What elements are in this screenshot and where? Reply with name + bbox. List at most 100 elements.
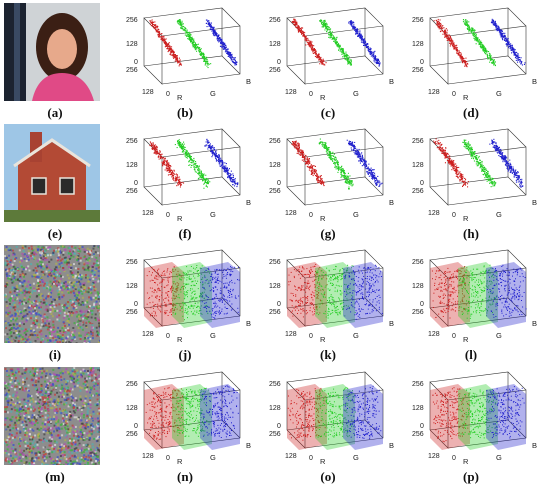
tick-128: 128 (269, 41, 281, 48)
axis-label-r: R (463, 214, 469, 223)
scatter-panel-1-1: 256 128 0 256 128 0 R G B (g) (265, 121, 403, 243)
green-channel-points (319, 19, 352, 66)
panel-label: (f) (178, 226, 192, 241)
tick-0: 0 (277, 59, 281, 66)
axis-label-b: B (389, 77, 394, 86)
tick-depth-128: 128 (285, 89, 297, 96)
tick-zero: 0 (166, 91, 170, 98)
noise-pixels (4, 245, 100, 343)
tick-0: 0 (277, 180, 281, 187)
scatter-panel-2-1: 256 128 0 256 128 0 R G B (k) (265, 242, 403, 364)
source-image (4, 367, 100, 465)
axis-label-g: G (353, 331, 359, 340)
axis-label-b: B (246, 77, 251, 86)
tick-0: 0 (420, 301, 424, 308)
tick-128: 128 (126, 283, 138, 290)
axis-label-b: B (389, 198, 394, 207)
axis-label-b: B (246, 198, 251, 207)
panel-label: (c) (320, 105, 336, 120)
tick-256: 256 (269, 259, 281, 266)
axis-label-r: R (177, 335, 183, 344)
tick-depth-256: 256 (269, 309, 281, 316)
blue-channel-points (200, 262, 240, 328)
tick-256: 256 (269, 381, 281, 388)
tick-zero: 0 (166, 212, 170, 219)
tick-depth-256: 256 (412, 309, 424, 316)
photo-window-right (59, 177, 75, 195)
tick-256: 256 (126, 17, 138, 24)
tick-depth-256: 256 (412, 431, 424, 438)
noise-pixels (4, 367, 100, 465)
axis-label-b: B (532, 77, 537, 86)
axis-label-g: G (353, 89, 359, 98)
tick-zero: 0 (166, 333, 170, 340)
scatter-panel-3-2: 256 128 0 256 128 0 R G B (p) (408, 364, 546, 486)
image-panel-3: (m) (0, 364, 110, 486)
tick-zero: 0 (309, 91, 313, 98)
panel-label: (d) (463, 105, 479, 120)
axis-label-r: R (177, 93, 183, 102)
tick-zero: 0 (309, 212, 313, 219)
tick-0: 0 (277, 301, 281, 308)
image-panel-0: (a) (0, 0, 110, 122)
source-image (4, 3, 100, 101)
blue-channel-points (343, 262, 383, 328)
blue-channel-points (205, 19, 238, 66)
panel-label: (l) (464, 347, 478, 362)
panel-label: (m) (45, 469, 65, 484)
tick-0: 0 (134, 301, 138, 308)
blue-channel-points (486, 384, 526, 450)
axis-label-r: R (463, 457, 469, 466)
source-image (4, 124, 100, 222)
image-panel-2: (i) (0, 242, 110, 364)
tick-depth-128: 128 (428, 331, 440, 338)
tick-128: 128 (269, 405, 281, 412)
blue-channel-points (204, 138, 239, 188)
photo-roof-trim (13, 138, 91, 168)
blue-channel-points (200, 384, 240, 450)
tick-depth-128: 128 (142, 89, 154, 96)
tick-depth-256: 256 (269, 188, 281, 195)
axis-label-r: R (177, 214, 183, 223)
panel-label: (b) (177, 105, 193, 120)
photo-window-left (31, 177, 47, 195)
green-channel-points (172, 262, 212, 328)
plot-axes (286, 128, 384, 206)
red-channel-points (149, 141, 185, 188)
photo-face (47, 29, 77, 69)
axis-label-b: B (389, 441, 394, 450)
green-channel-points (172, 384, 212, 450)
axis-label-g: G (353, 210, 359, 219)
photo-frame-edge (14, 3, 20, 101)
red-channel-points (433, 138, 469, 188)
scatter-panel-2-0: 256 128 0 256 128 0 R G B (j) (122, 242, 260, 364)
axis-label-r: R (320, 335, 326, 344)
plot-axes (143, 249, 241, 327)
axis-label-g: G (210, 210, 216, 219)
axis-label-g: G (496, 89, 502, 98)
plot-axes (286, 371, 384, 449)
green-channel-points (174, 139, 211, 189)
panel-label: (h) (463, 226, 479, 241)
tick-depth-256: 256 (412, 67, 424, 74)
red-channel-points (287, 262, 328, 328)
green-channel-points (315, 384, 356, 450)
tick-256: 256 (269, 138, 281, 145)
axis-label-g: G (210, 89, 216, 98)
axis-label-b: B (532, 441, 537, 450)
red-channel-points (433, 18, 469, 68)
tick-depth-256: 256 (126, 309, 138, 316)
tick-0: 0 (134, 423, 138, 430)
axis-label-b: B (246, 441, 251, 450)
tick-0: 0 (277, 423, 281, 430)
tick-depth-256: 256 (126, 67, 138, 74)
panel-label: (g) (320, 226, 336, 241)
